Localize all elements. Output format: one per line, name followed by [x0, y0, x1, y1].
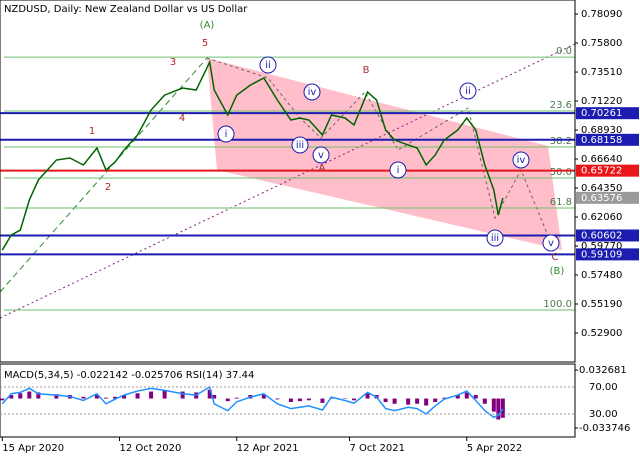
- macd-bar: [307, 399, 311, 401]
- macd-bar: [393, 399, 397, 404]
- macd-bar: [275, 399, 279, 400]
- wave-label: i: [225, 129, 228, 140]
- y-tick-label: 0.52900: [581, 328, 622, 339]
- macd-bar: [433, 399, 437, 402]
- y-tick-label: 0.75800: [581, 38, 622, 49]
- y-tick-label: 0.71220: [581, 96, 622, 107]
- macd-bar: [163, 391, 167, 399]
- x-tick-label: 15 Apr 2020: [2, 443, 64, 454]
- macd-bar: [104, 398, 108, 399]
- level-label: 0.59109: [581, 249, 622, 260]
- y2-tick-label: 70.00: [589, 382, 618, 393]
- wave-label: C: [552, 252, 559, 263]
- wave-label: (A): [200, 20, 215, 31]
- level-label: 0.63576: [581, 193, 622, 204]
- wave-label: iii: [491, 233, 499, 244]
- wave-label: 1: [89, 126, 95, 137]
- level-label: 0.65722: [581, 166, 622, 177]
- y-tick-label: 0.78090: [581, 9, 622, 20]
- level-label: 0.60602: [581, 230, 622, 241]
- wave-label: v: [548, 238, 554, 249]
- macd-bar: [18, 393, 22, 398]
- fib-label: 0.0: [556, 46, 572, 57]
- wave-label: 3: [170, 57, 176, 68]
- fib-label: 38.2: [550, 136, 572, 147]
- macd-bar: [384, 399, 388, 402]
- level-label: 0.68158: [581, 135, 622, 146]
- wave-label: v: [318, 150, 324, 161]
- macd-bar: [226, 399, 230, 402]
- y-tick-label: 0.66640: [581, 154, 622, 165]
- y-tick-label: 0.55190: [581, 299, 622, 310]
- macd-bar: [415, 399, 419, 404]
- x-tick-label: 12 Oct 2020: [120, 443, 182, 454]
- macd-bar: [298, 399, 302, 402]
- y-tick-label: 0.73510: [581, 67, 622, 78]
- x-tick-label: 5 Apr 2022: [467, 443, 522, 454]
- y-tick-label: 0.57480: [581, 270, 622, 281]
- macd-bar: [483, 399, 487, 404]
- macd-bar: [27, 392, 31, 399]
- indicator-tick-label: -0.033746: [579, 423, 630, 434]
- macd-bar: [136, 393, 140, 398]
- macd-bar: [181, 392, 185, 399]
- x-tick-label: 7 Oct 2021: [350, 443, 405, 454]
- macd-bar: [406, 399, 410, 405]
- macd-bar: [0, 399, 4, 401]
- macd-bar: [352, 399, 356, 401]
- wave-label: 5: [202, 38, 208, 49]
- wave-label: 4: [179, 113, 185, 124]
- fib-label: 23.6: [550, 100, 572, 111]
- wave-label: i: [397, 165, 400, 176]
- wave-label: B: [363, 65, 370, 76]
- wave-label: (B): [550, 266, 565, 277]
- macd-bar: [424, 399, 428, 406]
- y2-tick-label: 30.00: [589, 409, 618, 420]
- y-tick-label: 0.62060: [581, 212, 622, 223]
- indicator-tick-label: 0.032681: [579, 365, 627, 376]
- wave-label: 2: [105, 182, 111, 193]
- wave-label: A: [319, 163, 326, 174]
- macd-bar: [235, 398, 239, 399]
- x-tick-label: 12 Apr 2021: [237, 443, 299, 454]
- level-label: 0.70261: [581, 108, 622, 119]
- fib-label: 100.0: [543, 299, 572, 310]
- wave-label: ii: [265, 60, 271, 71]
- fib-label: 50.0: [550, 167, 572, 178]
- macd-bar: [81, 397, 85, 399]
- macd-bar: [149, 392, 153, 399]
- chart-title: NZDUSD, Daily: New Zealand Dollar vs US …: [4, 4, 248, 15]
- wave-label: iv: [517, 155, 526, 166]
- wave-label: ii: [465, 86, 471, 97]
- macd-bar: [320, 399, 324, 403]
- fib-label: 61.8: [550, 197, 572, 208]
- macd-bar: [492, 399, 496, 412]
- macd-bar: [289, 399, 293, 402]
- indicator-label: MACD(5,34,5) -0.022142 -0.025706 RSI(14)…: [4, 370, 254, 381]
- wave-label: iv: [308, 87, 317, 98]
- macd-bar: [501, 399, 505, 418]
- wave-label: iii: [296, 140, 304, 151]
